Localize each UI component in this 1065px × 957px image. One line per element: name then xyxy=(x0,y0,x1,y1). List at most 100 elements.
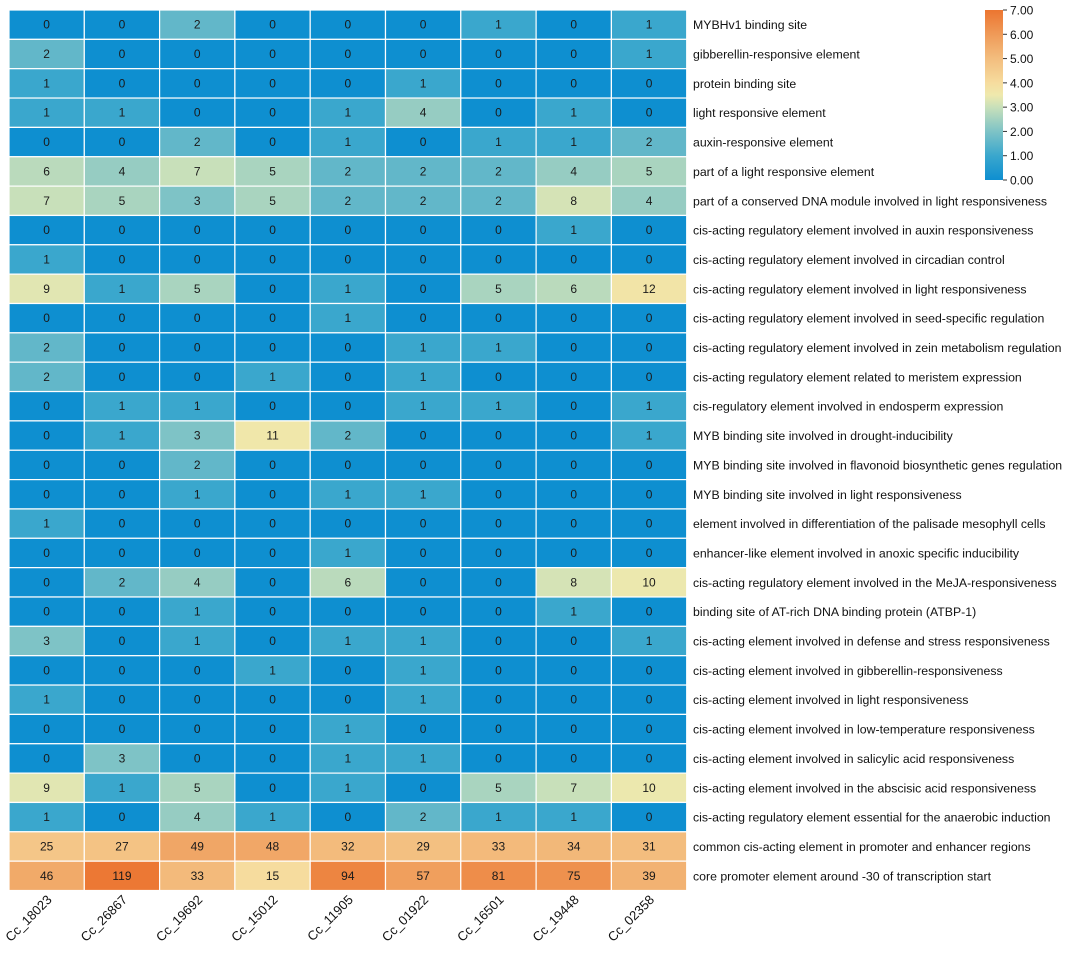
heatmap-cell xyxy=(8,479,85,510)
heatmap-cell xyxy=(159,390,236,422)
cell-value-label: 0 xyxy=(43,663,50,677)
cell-value-label: 0 xyxy=(420,546,427,560)
cell-value-label: 0 xyxy=(646,487,653,501)
cell-value-label: 7 xyxy=(43,194,50,208)
cell-value-label: 27 xyxy=(115,839,129,853)
cell-value-label: 0 xyxy=(495,106,502,120)
cell-value-label: 0 xyxy=(269,223,276,237)
cell-value-label: 0 xyxy=(194,517,201,531)
heatmap-cell xyxy=(610,126,688,158)
cell-value-label: 1 xyxy=(420,663,427,677)
heatmap-cell xyxy=(83,596,161,627)
heatmap-cell xyxy=(535,302,612,334)
cell-value-label: 0 xyxy=(194,663,201,677)
cell-value-label: 0 xyxy=(646,252,653,266)
heatmap-cell xyxy=(309,390,387,422)
heatmap-cell xyxy=(309,713,387,745)
heatmap-cell xyxy=(8,38,85,70)
cell-value-label: 0 xyxy=(43,575,50,589)
cell-value-label: 0 xyxy=(495,47,502,61)
heatmap-cell xyxy=(535,831,612,862)
cell-value-label: 2 xyxy=(495,194,502,208)
cell-value-label: 0 xyxy=(119,458,126,472)
cell-value-label: 0 xyxy=(495,252,502,266)
cell-value-label: 3 xyxy=(194,194,201,208)
heatmap-cell xyxy=(309,479,387,510)
cell-value-label: 0 xyxy=(495,575,502,589)
heatmap-cell xyxy=(83,772,161,804)
cell-value-label: 0 xyxy=(495,693,502,707)
cell-value-label: 5 xyxy=(495,781,502,795)
cell-value-label: 1 xyxy=(119,106,126,120)
cell-value-label: 1 xyxy=(495,18,502,32)
cell-value-label: 0 xyxy=(570,399,577,413)
heatmap-cell xyxy=(159,713,236,745)
heatmap-cell xyxy=(159,449,236,481)
cell-value-label: 2 xyxy=(43,370,50,384)
heatmap-cell xyxy=(309,185,387,217)
heatmap-cell xyxy=(159,743,236,774)
cell-value-label: 0 xyxy=(269,341,276,355)
cell-value-label: 0 xyxy=(194,546,201,560)
heatmap-cell xyxy=(234,390,311,422)
heatmap-cell xyxy=(535,596,612,627)
heatmap-cell xyxy=(460,302,537,334)
cell-value-label: 0 xyxy=(269,487,276,501)
cell-value-label: 11 xyxy=(266,429,279,443)
heatmap-cell xyxy=(384,390,462,422)
cell-value-label: 0 xyxy=(119,487,126,501)
cell-value-label: 0 xyxy=(119,693,126,707)
heatmap-cell xyxy=(309,68,387,99)
cell-value-label: 0 xyxy=(194,751,201,765)
heatmap-cell xyxy=(535,625,612,657)
heatmap-cell xyxy=(159,684,236,715)
cell-value-label: 3 xyxy=(43,634,50,648)
cell-value-label: 5 xyxy=(269,194,276,208)
heatmap-cell xyxy=(384,479,462,510)
cell-value-label: 0 xyxy=(345,605,352,619)
row-label: cis-acting element involved in the absci… xyxy=(693,781,1036,795)
cell-value-label: 2 xyxy=(646,135,653,149)
column-label: Cc_16501 xyxy=(454,892,507,945)
cell-value-label: 0 xyxy=(495,663,502,677)
column-label: Cc_18023 xyxy=(2,892,55,945)
cell-value-label: 0 xyxy=(43,458,50,472)
cell-value-label: 48 xyxy=(266,839,280,853)
cell-value-label: 0 xyxy=(269,458,276,472)
heatmap-cell xyxy=(8,97,85,129)
cell-value-label: 0 xyxy=(345,663,352,677)
row-label: cis-acting regulatory element involved i… xyxy=(693,224,1033,238)
cell-value-label: 0 xyxy=(269,575,276,589)
heatmap-cell xyxy=(83,361,161,393)
cell-value-label: 1 xyxy=(495,399,502,413)
cell-value-label: 1 xyxy=(646,399,653,413)
cell-value-label: 0 xyxy=(43,399,50,413)
heatmap-cell xyxy=(159,244,236,275)
legend-color-bar xyxy=(985,10,1003,180)
heatmap-cell xyxy=(610,302,688,334)
heatmap-cell xyxy=(610,684,688,715)
heatmap-cell xyxy=(535,801,612,833)
cell-value-label: 0 xyxy=(119,663,126,677)
row-label: cis-acting regulatory element involved i… xyxy=(693,312,1044,326)
cell-value-label: 0 xyxy=(43,546,50,560)
cell-value-label: 0 xyxy=(119,311,126,325)
heatmap-cell xyxy=(610,332,688,363)
heatmap-cell xyxy=(309,244,387,275)
cell-value-label: 0 xyxy=(194,311,201,325)
heatmap-cell xyxy=(610,860,688,892)
cell-value-label: 0 xyxy=(646,517,653,531)
cell-value-label: 0 xyxy=(420,252,427,266)
cell-value-label: 2 xyxy=(420,810,427,824)
row-label: cis-acting regulatory element related to… xyxy=(693,370,1022,384)
heatmap-cell xyxy=(535,273,612,305)
legend-tick-label: 4.00 xyxy=(1010,76,1034,90)
row-label: MYBHv1 binding site xyxy=(693,18,807,32)
heatmap-cell xyxy=(610,831,688,862)
cell-value-label: 1 xyxy=(43,252,50,266)
cell-value-label: 2 xyxy=(43,47,50,61)
legend-tick-label: 6.00 xyxy=(1010,28,1034,42)
heatmap-cell xyxy=(610,801,688,833)
heatmap-cell xyxy=(234,244,311,275)
heatmap-cell xyxy=(460,508,537,539)
